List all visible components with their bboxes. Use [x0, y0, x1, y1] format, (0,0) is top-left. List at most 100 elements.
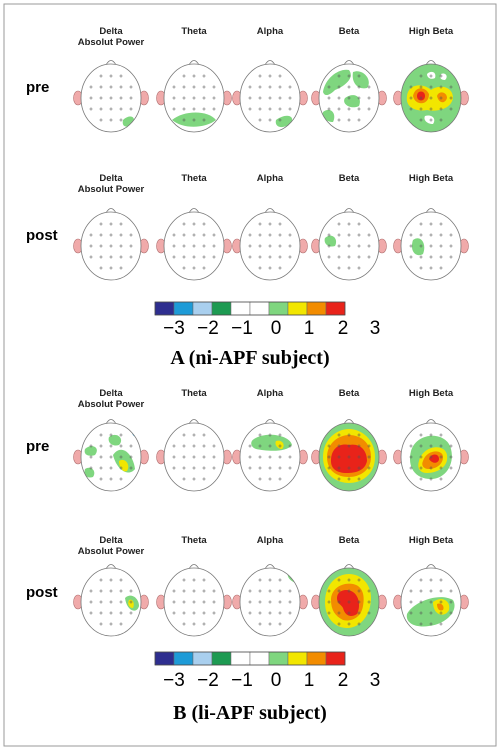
- electrode-marker: [288, 107, 292, 111]
- band-title-line: Delta: [99, 535, 123, 546]
- color-scale-swatch: [154, 651, 175, 666]
- electrode-marker: [419, 118, 423, 122]
- electrode-marker: [439, 118, 443, 122]
- color-scale-tick-label: 1: [304, 670, 315, 691]
- electrode-marker: [278, 444, 282, 448]
- electrode-marker: [202, 589, 206, 593]
- electrode-marker: [439, 266, 443, 270]
- electrode-marker: [109, 266, 113, 270]
- electrode-marker: [327, 96, 331, 100]
- electrode-marker: [347, 611, 351, 615]
- electrode-marker: [268, 466, 272, 470]
- electrode-marker: [99, 578, 103, 582]
- electrode-marker: [119, 600, 123, 604]
- electrode-marker: [268, 578, 272, 582]
- electrode-marker: [439, 455, 443, 459]
- electrode-marker: [89, 589, 93, 593]
- color-scale-swatch: [325, 651, 346, 666]
- electrode-marker: [89, 107, 93, 111]
- color-scale-swatch: [230, 301, 251, 316]
- electrode-marker: [182, 118, 186, 122]
- electrode-marker: [99, 622, 103, 626]
- electrode-marker: [327, 85, 331, 89]
- electrode-marker: [248, 444, 252, 448]
- electrode-marker: [99, 600, 103, 604]
- electrode-marker: [109, 433, 113, 437]
- band-title-line: Alpha: [257, 26, 284, 37]
- electrode-marker: [429, 244, 433, 248]
- electrode-marker: [419, 85, 423, 89]
- electrode-marker: [182, 455, 186, 459]
- electrode-marker: [182, 222, 186, 226]
- electrode-marker: [347, 600, 351, 604]
- electrode-marker: [109, 600, 113, 604]
- electrode-marker: [99, 244, 103, 248]
- head-outline: [80, 211, 142, 281]
- electrode-marker: [258, 222, 262, 226]
- row-label: post: [26, 227, 58, 244]
- electrode-marker: [202, 611, 206, 615]
- electrode-marker: [288, 455, 292, 459]
- electrode-marker: [449, 611, 453, 615]
- color-scale-swatch: [192, 651, 213, 666]
- electrode-marker: [278, 455, 282, 459]
- electrode-marker: [429, 85, 433, 89]
- band-title-line: Beta: [339, 26, 360, 37]
- electrode-marker: [268, 222, 272, 226]
- electrode-marker: [337, 96, 341, 100]
- head-outline: [163, 211, 225, 281]
- electrode-marker: [409, 233, 413, 237]
- electrode-marker: [327, 600, 331, 604]
- head-outline: [400, 567, 462, 637]
- electrode-marker: [327, 455, 331, 459]
- electrode-marker: [89, 600, 93, 604]
- activity-blob: [84, 467, 95, 478]
- electrode-marker: [202, 455, 206, 459]
- electrode-marker: [337, 118, 341, 122]
- electrode-marker: [367, 85, 371, 89]
- activity-blob: [437, 603, 444, 611]
- scalp-map: [311, 419, 387, 492]
- electrode-marker: [409, 455, 413, 459]
- electrode-marker: [278, 107, 282, 111]
- band-title: High Beta: [409, 388, 454, 399]
- scalp-map: [232, 419, 308, 492]
- band-title-line: Beta: [339, 535, 360, 546]
- band-title-line: Alpha: [257, 173, 284, 184]
- electrode-marker: [327, 244, 331, 248]
- electrode-marker: [367, 589, 371, 593]
- electrode-marker: [419, 622, 423, 626]
- electrode-marker: [409, 85, 413, 89]
- electrode-marker: [439, 433, 443, 437]
- head-outline: [318, 63, 380, 133]
- electrode-marker: [429, 107, 433, 111]
- color-scale-tick-label: −2: [197, 670, 219, 691]
- electrode-marker: [367, 444, 371, 448]
- electrode-marker: [449, 233, 453, 237]
- electrode-marker: [429, 266, 433, 270]
- head-outline: [400, 63, 462, 133]
- electrode-marker: [347, 466, 351, 470]
- electrode-marker: [258, 85, 262, 89]
- electrode-marker: [367, 611, 371, 615]
- electrode-marker: [327, 444, 331, 448]
- electrode-marker: [89, 244, 93, 248]
- electrode-marker: [119, 611, 123, 615]
- head-outline: [239, 422, 301, 492]
- electrode-marker: [449, 589, 453, 593]
- electrode-marker: [357, 600, 361, 604]
- electrode-marker: [202, 96, 206, 100]
- electrode-marker: [367, 244, 371, 248]
- electrode-marker: [268, 255, 272, 259]
- electrode-marker: [202, 107, 206, 111]
- head-outline: [318, 567, 380, 637]
- band-title-line: High Beta: [409, 173, 454, 184]
- band-title-line: Beta: [339, 388, 360, 399]
- band-title-line: Theta: [181, 388, 207, 399]
- electrode-marker: [347, 266, 351, 270]
- electrode-marker: [182, 244, 186, 248]
- band-title: Theta: [181, 26, 207, 37]
- electrode-marker: [192, 244, 196, 248]
- electrode-marker: [192, 255, 196, 259]
- electrode-marker: [192, 578, 196, 582]
